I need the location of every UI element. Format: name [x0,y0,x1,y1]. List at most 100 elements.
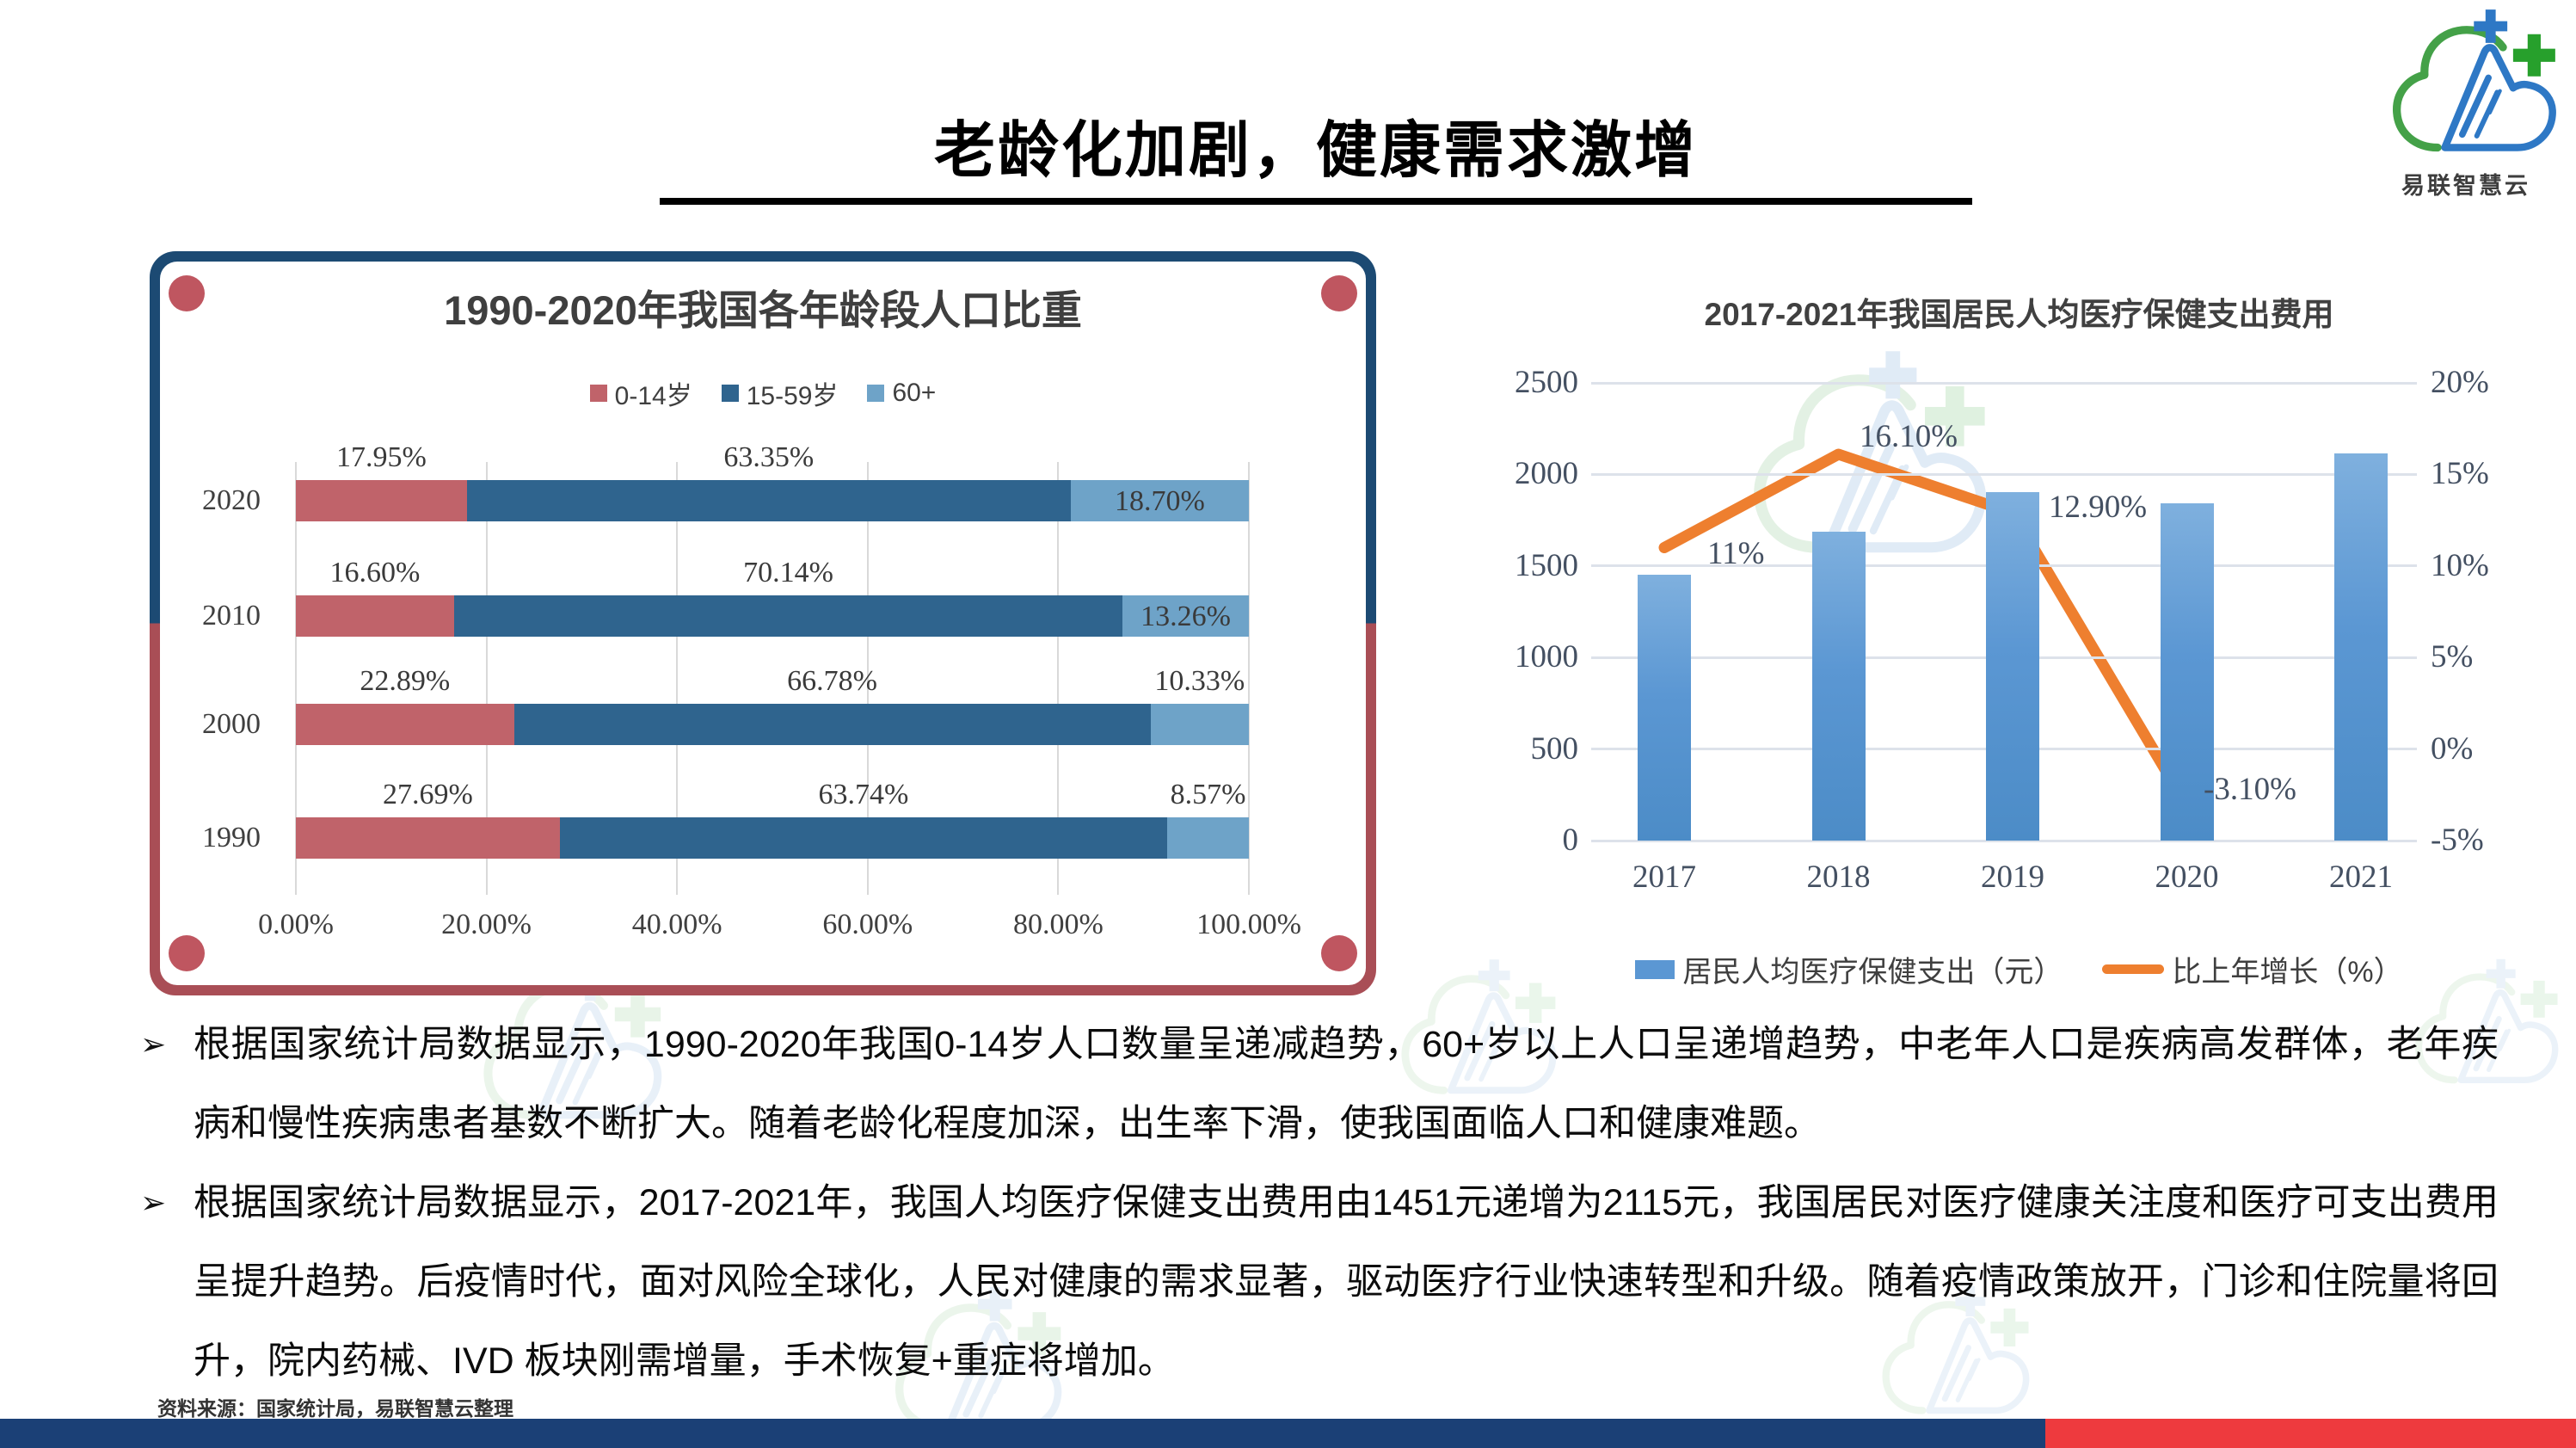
legend-item: 60+ [867,379,936,408]
legend-label: 15-59岁 [746,382,839,410]
left-axis-label: 0 [1562,823,1579,858]
line-data-label: 12.90% [2049,490,2148,525]
left-axis-label: 500 [1530,730,1579,767]
right-axis-label: 10% [2431,547,2489,583]
legend-bar-swatch [1635,959,1675,979]
left-axis-label: 1500 [1515,547,1578,583]
bullet-list: ➢ 根据国家统计局数据显示，1990-2020年我国0-14岁人口数量呈递减趋势… [140,1005,2499,1401]
bar-segment [296,595,454,637]
bullet-text: 根据国家统计局数据显示，1990-2020年我国0-14岁人口数量呈递减趋势，6… [194,1024,2499,1144]
left-axis-label: 1000 [1515,639,1578,675]
arrow-bullet-icon: ➢ [140,1026,167,1062]
footer-bar-red [2045,1419,2576,1448]
x-tick-label: 80.00% [1012,909,1104,940]
category-label: 2020 [202,484,261,516]
bar [1986,492,2039,841]
legend-label: 60+ [892,379,937,407]
bar-segment [1070,480,1249,521]
bar [2334,453,2388,841]
x-tick-label: 100.00% [1196,909,1301,940]
bar-segment [466,480,1071,521]
legend-line-swatch [2102,964,2165,974]
bar-segment [513,704,1151,745]
category-label: 2010 [202,600,261,632]
bar [1638,575,1691,841]
x-axis-label: 2018 [1806,860,1871,895]
value-label: 8.57% [1170,779,1246,810]
bar [1811,532,1866,841]
legend-item-line: 比上年增长（%） [2102,948,2403,990]
bar-segment [296,704,514,745]
corner-dot [169,275,205,311]
x-tick-label: 60.00% [822,909,913,940]
bar-segment [1122,595,1249,637]
bullet-item: ➢ 根据国家统计局数据显示，2017-2021年，我国人均医疗保健支出费用由14… [140,1163,2499,1401]
line-data-label: 11% [1707,536,1765,571]
value-label: 70.14% [743,557,833,588]
chart-title: 1990-2020年我国各年龄段人口比重 [444,287,1082,333]
x-axis-label: 2021 [2329,860,2393,895]
gridline [676,462,679,895]
bullet-text: 根据国家统计局数据显示，2017-2021年，我国人均医疗保健支出费用由1451… [194,1182,2499,1382]
cloud-logo-icon [2367,5,2565,169]
gridline [1057,462,1060,895]
bar-segment [1150,704,1249,745]
bar-segment [296,480,467,521]
value-label: 13.26% [1140,601,1231,632]
bar-segment [559,817,1168,859]
value-label: 63.35% [723,441,815,473]
source-note: 资料来源：国家统计局，易联智慧云整理 [157,1397,513,1420]
value-label: 17.95% [336,441,427,473]
arrow-bullet-icon: ➢ [140,1185,167,1220]
page-title: 老龄化加剧，健康需求激增 [933,117,1698,185]
x-tick-label: 40.00% [631,909,722,940]
legend-label: 比上年增长（%） [2172,956,2403,989]
chart-title: 2017-2021年我国居民人均医疗保健支出费用 [1704,297,2334,332]
legend-swatch [721,385,739,402]
footer-bar-blue [0,1419,2045,1448]
category-label: 1990 [202,822,261,853]
population-chart-panel: 1990-2020年我国各年龄段人口比重 0-14岁 15-59岁 60+ 0.00… [150,251,1376,995]
gridline [1248,462,1250,895]
bar-segment [453,595,1123,637]
title-underline [660,198,1972,205]
value-label: 27.69% [382,779,473,810]
legend-label: 0-14岁 [614,382,692,410]
legend-swatch [589,385,607,402]
logo-text: 易联智慧云 [2401,173,2530,199]
gridline [1591,472,2417,476]
right-axis-label: -5% [2431,823,2484,858]
value-label: 63.74% [818,779,909,810]
value-label: 18.70% [1114,485,1205,517]
legend-label: 居民人均医疗保健支出（元） [1682,956,2063,989]
category-label: 2000 [202,708,261,740]
x-tick-label: 20.00% [441,909,532,940]
expenditure-chart: 2017-2021年我国居民人均医疗保健支出费用 居民人均医疗保健支出（元） 比… [1462,284,2576,1015]
bar-segment [1167,817,1249,859]
x-axis-label: 2017 [1632,860,1696,895]
right-axis-label: 15% [2431,456,2489,492]
line-data-label: 16.10% [1860,419,1958,454]
corner-dot [1321,935,1357,971]
value-label: 10.33% [1154,665,1245,697]
bar [2160,502,2214,841]
legend-swatch [867,385,885,402]
x-tick-label: 0.00% [258,909,334,940]
bullet-item: ➢ 根据国家统计局数据显示，1990-2020年我国0-14岁人口数量呈递减趋势… [140,1005,2499,1163]
right-axis-label: 5% [2431,639,2474,675]
right-axis-label: 0% [2431,730,2474,767]
gridline [295,462,297,895]
legend-item-bar: 居民人均医疗保健支出（元） [1635,948,2063,990]
chart-legend: 居民人均医疗保健支出（元） 比上年增长（%） [1462,948,2576,990]
gridline [866,462,869,895]
value-label: 16.60% [329,557,421,588]
gridline [485,462,488,895]
gridline [1591,839,2417,842]
corner-dot [1321,275,1357,311]
left-axis-label: 2000 [1515,456,1578,492]
x-axis-label: 2019 [1981,860,2044,895]
x-axis-label: 2020 [2155,860,2219,895]
line-data-label: -3.10% [2204,772,2296,807]
corner-dot [169,935,205,971]
